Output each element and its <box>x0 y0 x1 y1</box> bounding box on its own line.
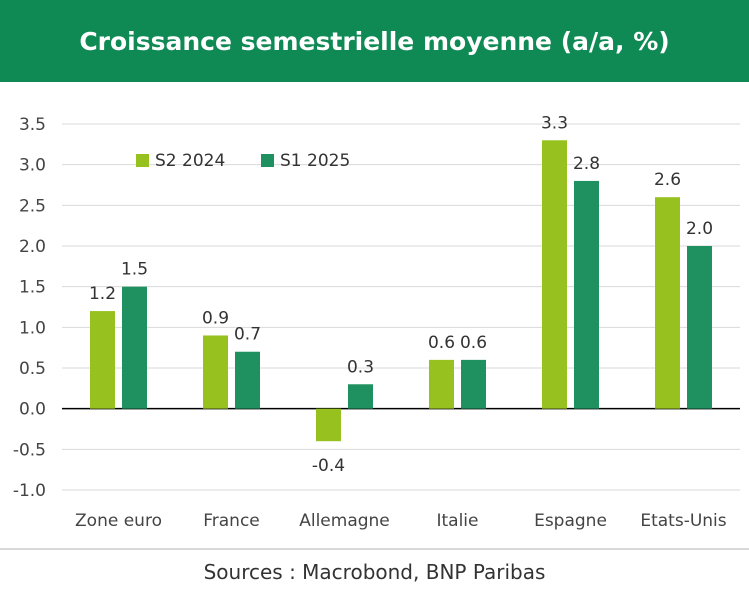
x-tick-label: Allemagne <box>299 511 390 531</box>
y-tick-label: 0.0 <box>19 400 46 420</box>
x-tick-label: Etats-Unis <box>640 511 726 531</box>
bar-s1-2025 <box>574 180 599 409</box>
y-tick-label: 2.0 <box>19 237 46 257</box>
bar-s2-2024 <box>316 408 341 442</box>
source-note: Sources : Macrobond, BNP Paribas <box>203 560 546 584</box>
data-label: 0.9 <box>202 308 229 328</box>
y-tick-label: 0.5 <box>19 359 46 379</box>
data-label: 0.6 <box>460 333 487 353</box>
bar-s2-2024 <box>203 335 228 409</box>
bar-s1-2025 <box>348 384 373 409</box>
data-label: 1.5 <box>121 260 148 280</box>
chart-area: 3.5 3.0 2.5 2.0 1.5 1.0 0.5 0.0 -0.5 -1.0 1.2 1.5 Zo… <box>0 82 749 548</box>
y-tick-label: -1.0 <box>13 481 46 501</box>
y-tick-label: 1.0 <box>19 318 46 338</box>
legend-s2-2024-swatch <box>136 154 149 167</box>
x-tick-label: Italie <box>436 511 478 531</box>
bar-chart: 3.53.02.52.01.51.00.50.0-0.5-1.01.21.5Zo… <box>13 113 740 531</box>
data-label: 0.6 <box>428 333 455 353</box>
data-label: 0.7 <box>234 325 261 345</box>
y-tick-label: 3.5 <box>19 115 46 135</box>
bar-s2-2024 <box>542 140 567 409</box>
data-label: 3.3 <box>541 113 568 133</box>
y-tick-label: 1.5 <box>19 278 46 298</box>
chart-title: Croissance semestrielle moyenne (a/a, %) <box>79 26 670 56</box>
bar-s1-2025 <box>235 351 260 409</box>
chart-footer: Sources : Macrobond, BNP Paribas <box>0 552 749 592</box>
data-label: 1.2 <box>89 284 116 304</box>
bar-s2-2024 <box>655 197 680 409</box>
x-tick-label: Zone euro <box>75 511 162 531</box>
y-tick-label: -0.5 <box>13 440 46 460</box>
bar-s2-2024 <box>90 311 115 409</box>
bar-s2-2024 <box>429 359 454 409</box>
bar-s1-2025 <box>461 359 486 409</box>
bar-s1-2025 <box>687 246 712 409</box>
bar-s1-2025 <box>122 286 147 409</box>
data-label: 0.3 <box>347 357 374 377</box>
legend-s2-2024-label: S2 2024 <box>155 151 225 171</box>
legend-s1-2025-label: S1 2025 <box>280 151 350 171</box>
data-label: 2.8 <box>573 154 600 174</box>
data-label: 2.0 <box>686 219 713 239</box>
x-tick-label: France <box>203 511 260 531</box>
y-tick-label: 3.0 <box>19 156 46 176</box>
y-tick-label: 2.5 <box>19 196 46 216</box>
chart-header: Croissance semestrielle moyenne (a/a, %) <box>0 0 749 82</box>
data-label: -0.4 <box>312 456 345 476</box>
data-label: 2.6 <box>654 170 681 190</box>
x-tick-label: Espagne <box>534 511 607 531</box>
footer-divider <box>0 548 749 550</box>
legend-s1-2025-swatch <box>261 154 274 167</box>
